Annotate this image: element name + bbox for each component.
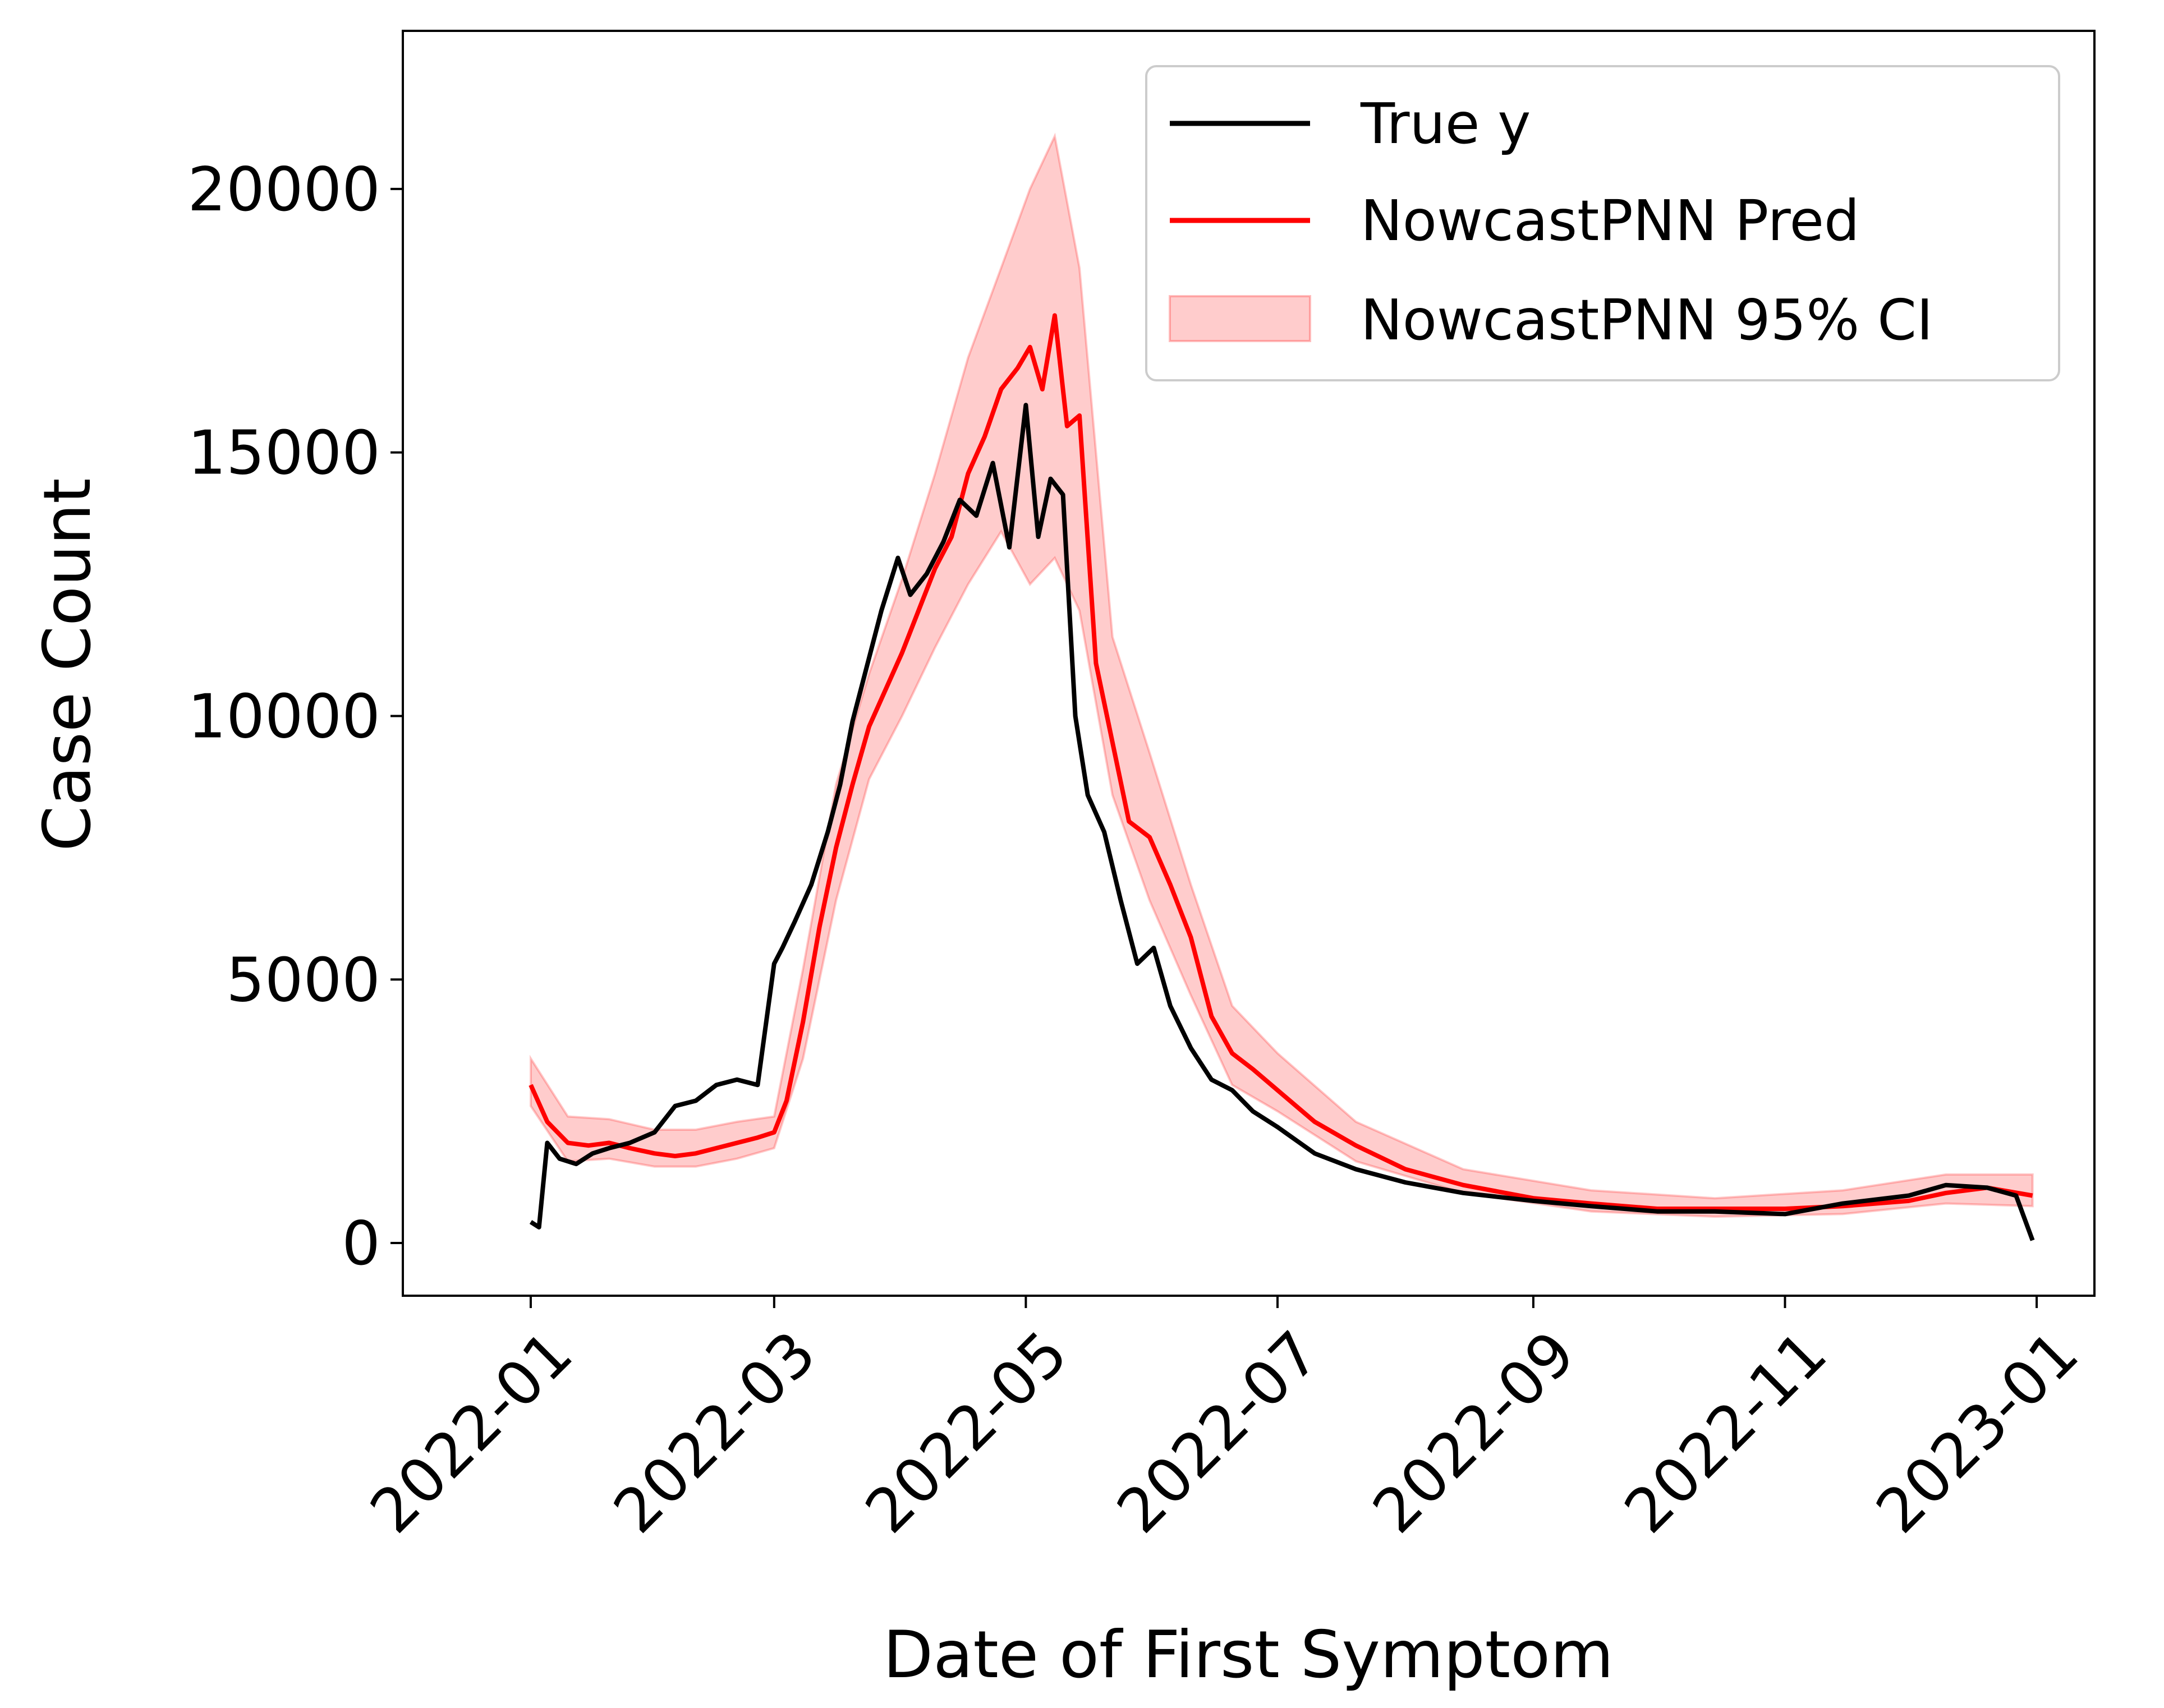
y-axis-ticks: 0 5000 10000 15000 20000 xyxy=(187,155,403,1279)
legend-swatch-ci xyxy=(1169,295,1311,342)
legend: True y NowcastPNN Pred NowcastPNN 95% CI xyxy=(1145,65,2060,381)
y-tick-label: 10000 xyxy=(187,682,380,752)
ci-band xyxy=(530,132,2034,1218)
legend-label-true: True y xyxy=(1360,91,1531,156)
plot-frame xyxy=(402,30,2096,1297)
y-tick-label: 20000 xyxy=(187,155,380,225)
true-line xyxy=(529,403,2035,1241)
legend-box xyxy=(1145,65,2060,381)
y-tick-label: 0 xyxy=(342,1209,380,1279)
x-axis-label: Date of First Symptom xyxy=(883,1617,1614,1693)
series-line-layer xyxy=(529,313,2035,1241)
legend-label-ci: NowcastPNN 95% CI xyxy=(1361,287,1933,353)
legend-label-pred: NowcastPNN Pred xyxy=(1361,188,1860,254)
y-axis-label: Case Count xyxy=(30,478,105,851)
pred-line xyxy=(529,313,2033,1211)
y-tick-label: 5000 xyxy=(226,945,380,1015)
y-tick-label: 15000 xyxy=(187,418,380,489)
ci-band-layer xyxy=(530,132,2034,1218)
